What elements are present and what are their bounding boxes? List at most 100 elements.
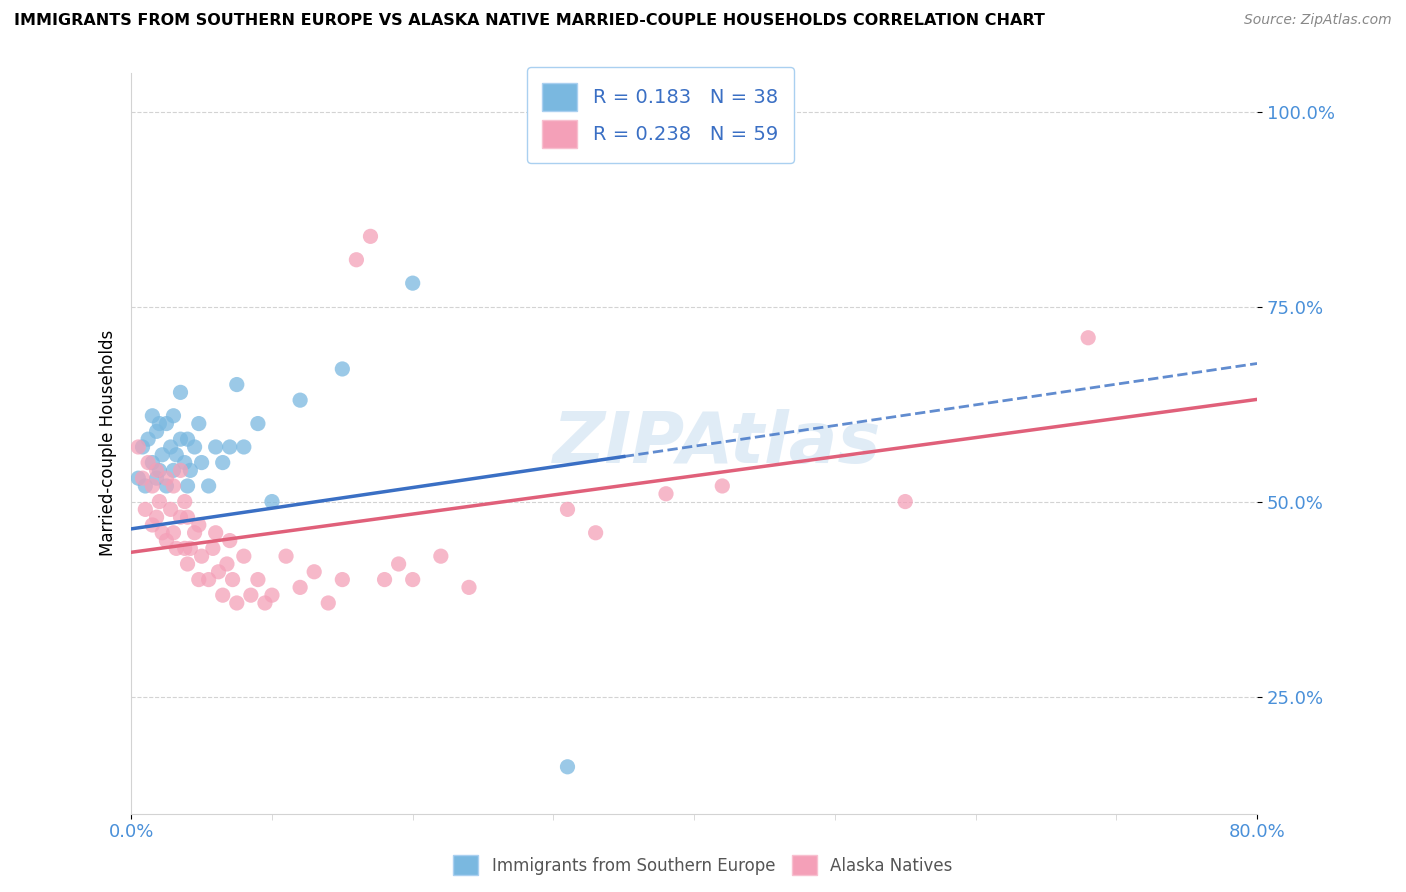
Point [201,541,224,556]
Point [190,456,212,470]
Point [204,525,226,540]
Point [162,463,184,477]
Point [344,252,367,267]
Point [176,432,198,446]
Point [155,533,177,548]
Point [136,432,159,446]
Point [141,479,163,493]
Point [179,541,201,556]
Point [187,518,209,533]
Point [655,487,678,501]
Point [1077,331,1099,345]
Point [131,440,153,454]
Point [148,463,170,477]
Point [221,573,243,587]
Point [155,479,177,493]
Point [176,510,198,524]
Point [173,494,195,508]
Point [150,525,173,540]
Point [274,549,297,564]
Legend: Immigrants from Southern Europe, Alaska Natives: Immigrants from Southern Europe, Alaska … [446,847,960,884]
Point [246,417,269,431]
Point [155,471,177,485]
Point [183,525,205,540]
Point [141,518,163,533]
Point [218,533,240,548]
Point [215,557,238,571]
Point [211,456,233,470]
Point [148,494,170,508]
Point [145,471,167,485]
Point [169,463,191,477]
Point [585,525,607,540]
Point [162,479,184,493]
Point [176,479,198,493]
Point [288,393,311,408]
Legend: R = 0.183   N = 38, R = 0.238   N = 59: R = 0.183 N = 38, R = 0.238 N = 59 [527,68,794,163]
Point [183,440,205,454]
Point [162,525,184,540]
Point [173,456,195,470]
Point [165,541,187,556]
Point [173,541,195,556]
Point [232,440,254,454]
Point [131,471,153,485]
Point [148,417,170,431]
Point [134,479,156,493]
Point [232,549,254,564]
Point [204,440,226,454]
Point [134,502,156,516]
Point [145,463,167,477]
Point [388,557,411,571]
Text: ZIPAtlas: ZIPAtlas [553,409,882,477]
Point [246,573,269,587]
Text: Source: ZipAtlas.com: Source: ZipAtlas.com [1244,13,1392,28]
Point [127,471,149,485]
Point [218,440,240,454]
Point [260,494,283,508]
Text: IMMIGRANTS FROM SOUTHERN EUROPE VS ALASKA NATIVE MARRIED-COUPLE HOUSEHOLDS CORRE: IMMIGRANTS FROM SOUTHERN EUROPE VS ALASK… [14,13,1045,29]
Point [145,510,167,524]
Point [145,425,167,439]
Point [239,588,262,602]
Point [159,440,181,454]
Point [159,502,181,516]
Point [165,448,187,462]
Point [179,463,201,477]
Point [155,417,177,431]
Point [330,362,353,376]
Point [211,588,233,602]
Point [176,557,198,571]
Point [127,440,149,454]
Point [225,596,247,610]
Point [169,432,191,446]
Point [430,549,453,564]
Point [302,565,325,579]
Point [169,385,191,400]
Point [288,580,311,594]
Y-axis label: Married-couple Households: Married-couple Households [100,330,117,557]
Point [136,456,159,470]
Point [187,573,209,587]
Point [894,494,917,508]
Point [557,760,579,774]
Point [458,580,481,594]
Point [207,565,229,579]
Point [711,479,734,493]
Point [402,573,425,587]
Point [187,417,209,431]
Point [141,409,163,423]
Point [141,456,163,470]
Point [402,276,425,290]
Point [557,502,579,516]
Point [169,510,191,524]
Point [260,588,283,602]
Point [253,596,276,610]
Point [316,596,339,610]
Point [197,479,219,493]
Point [330,573,353,587]
Point [150,448,173,462]
Point [225,377,247,392]
Point [162,409,184,423]
Point [190,549,212,564]
